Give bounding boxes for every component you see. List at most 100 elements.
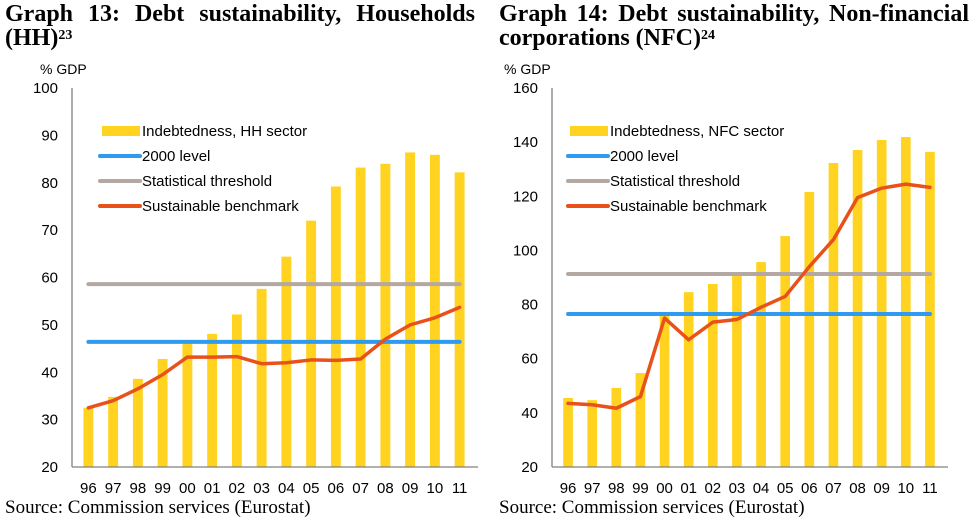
legend-label: Sustainable benchmark	[142, 198, 299, 215]
bar-00	[182, 343, 193, 467]
bar-09	[405, 152, 416, 467]
x-tick-label: 03	[729, 480, 746, 497]
y-tick-label: 160	[513, 80, 538, 97]
y-tick-label: 80	[41, 175, 58, 192]
y-tick-label: 60	[521, 351, 538, 368]
bar-06	[330, 186, 341, 468]
graph-14-footnote: 24	[700, 28, 715, 43]
bar-04	[756, 262, 766, 467]
graph-13-panel: Graph 13: Debt sustainability, Household…	[0, 0, 480, 520]
legend-label: Indebtedness, NFC sector	[610, 123, 784, 140]
bar-01	[683, 292, 694, 467]
x-tick-label: 01	[204, 480, 221, 497]
graph-13-source: Source: Commission services (Eurostat)	[5, 497, 311, 518]
y-tick-label: 120	[513, 188, 538, 205]
bar-08	[852, 149, 863, 467]
graph-13-title: Graph 13: Debt sustainability, Household…	[5, 2, 475, 50]
x-tick-label: 96	[80, 480, 97, 497]
y-tick-label: 80	[521, 297, 538, 314]
x-tick-label: 10	[897, 480, 914, 497]
x-tick-label: 05	[303, 480, 320, 497]
x-tick-label: 05	[777, 480, 794, 497]
x-tick-label: 02	[704, 480, 721, 497]
x-tick-label: 04	[753, 480, 770, 497]
x-tick-label: 06	[801, 480, 818, 497]
bar-99	[635, 373, 646, 467]
bar-11	[454, 172, 465, 467]
graph-14-panel: Graph 14: Debt sustainability, Non-finan…	[494, 0, 970, 520]
x-tick-label: 96	[560, 480, 577, 497]
y-axis-unit-label: % GDP	[40, 61, 87, 77]
legend-label: Sustainable benchmark	[610, 198, 767, 215]
y-tick-label: 100	[33, 80, 58, 97]
y-tick-label: 40	[41, 364, 58, 381]
bar-07	[355, 167, 366, 467]
x-tick-label: 07	[825, 480, 842, 497]
y-axis-unit-label: % GDP	[504, 61, 551, 77]
graph-14-title: Graph 14: Debt sustainability, Non-finan…	[499, 2, 969, 50]
x-tick-label: 01	[680, 480, 697, 497]
legend-label: Statistical threshold	[142, 173, 272, 190]
bar-08	[380, 163, 391, 468]
legend-swatch-bar	[570, 126, 608, 136]
sustainable-benchmark-line	[86, 305, 462, 410]
y-tick-label: 90	[41, 127, 58, 144]
bar-00	[659, 314, 670, 467]
x-tick-label: 98	[608, 480, 625, 497]
bar-10	[429, 154, 440, 467]
bar-06	[804, 191, 815, 467]
x-tick-label: 04	[278, 480, 295, 497]
graph-14-title-text: Graph 14: Debt sustainability, Non-finan…	[499, 1, 969, 51]
legend-label: Statistical threshold	[610, 173, 740, 190]
bar-10	[900, 136, 911, 468]
x-tick-label: 97	[105, 480, 122, 497]
x-tick-label: 98	[130, 480, 147, 497]
x-tick-label: 07	[352, 480, 369, 497]
legend-label: Indebtedness, HH sector	[142, 123, 307, 140]
x-tick-label: 97	[584, 480, 601, 497]
x-tick-label: 06	[328, 480, 345, 497]
x-tick-label: 09	[402, 480, 419, 497]
x-tick-label: 11	[922, 480, 938, 497]
bar-97	[108, 396, 119, 467]
bar-02	[707, 283, 718, 467]
graph-13-footnote: 23	[58, 28, 73, 43]
y-tick-label: 20	[521, 459, 538, 476]
legend-label: 2000 level	[610, 148, 678, 165]
bar-03	[732, 275, 742, 467]
y-tick-label: 100	[513, 242, 538, 259]
x-tick-label: 00	[656, 480, 673, 497]
bar-11	[925, 151, 935, 468]
x-tick-label: 08	[377, 480, 394, 497]
y-tick-label: 40	[521, 405, 538, 422]
bar-03	[256, 288, 267, 467]
sustainable-benchmark-line	[566, 182, 932, 411]
legend-label: 2000 level	[142, 148, 210, 165]
bar-02	[231, 314, 242, 467]
bar-01	[207, 333, 218, 467]
x-tick-label: 00	[179, 480, 196, 497]
bar-97	[587, 400, 598, 467]
x-tick-label: 10	[427, 480, 444, 497]
bar-99	[157, 358, 168, 467]
x-tick-label: 99	[632, 480, 649, 497]
graph-14-chart: % GDP 20 40 60 80 100 120 140 160 96 97 98 99 00 01 02 0…	[504, 61, 948, 497]
x-tick-label: 09	[873, 480, 890, 497]
bar-96	[563, 397, 573, 467]
y-tick-label: 50	[41, 317, 58, 334]
x-tick-label: 03	[253, 480, 270, 497]
y-tick-label: 30	[41, 412, 58, 429]
x-tick-label: 02	[229, 480, 246, 497]
bar-98	[611, 387, 622, 467]
bar-05	[780, 236, 791, 467]
x-tick-label: 08	[849, 480, 866, 497]
bar-98	[132, 378, 143, 467]
bar-09	[876, 139, 887, 467]
bar-96	[83, 407, 94, 467]
graph-13-chart: % GDP 20 30 40 50 60 70 80 90 100 96 97 98 99 00 01 02 03…	[33, 61, 478, 497]
legend-swatch-bar	[102, 126, 140, 136]
y-tick-label: 60	[41, 270, 58, 287]
graph-13-title-text: Graph 13: Debt sustainability, Household…	[5, 1, 475, 51]
x-tick-label: 99	[154, 480, 171, 497]
graph-14-source: Source: Commission services (Eurostat)	[499, 497, 805, 518]
